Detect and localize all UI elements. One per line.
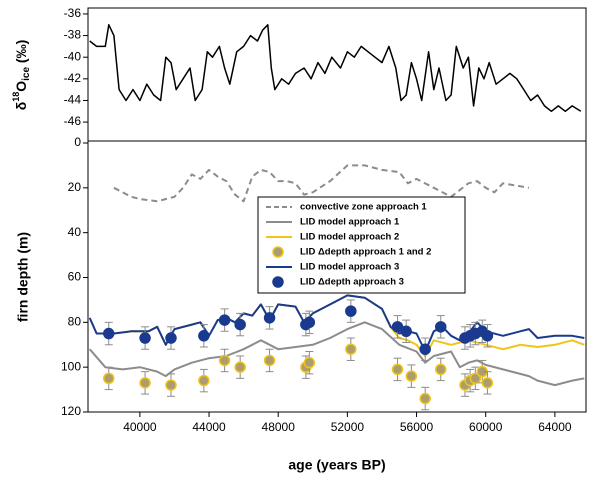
y-axis-label: δ18Oice (‰) (11, 40, 31, 111)
legend-label: LID model approach 2 (300, 232, 399, 243)
data-point (234, 361, 246, 373)
y-tick-label: -44 (64, 93, 82, 107)
data-point (198, 330, 210, 342)
data-point (198, 374, 210, 387)
y-tick-label: 80 (68, 315, 82, 329)
data-point (345, 343, 357, 355)
data-point (263, 354, 276, 367)
data-point (419, 392, 431, 405)
x-axis-label: age (years BP) (288, 457, 385, 473)
data-point (345, 305, 357, 317)
data-line (88, 294, 585, 353)
x-tick-label: 56000 (400, 420, 434, 434)
label-part: δ (13, 102, 29, 111)
data-point (405, 370, 418, 382)
data-point (218, 314, 231, 326)
data-point (303, 316, 316, 329)
y-tick-label: -40 (64, 49, 82, 63)
data-point (234, 318, 246, 331)
data-point (103, 372, 115, 385)
y-tick-label: -36 (64, 6, 82, 20)
data-line (113, 164, 530, 203)
data-point (469, 372, 482, 385)
legend-swatch (272, 276, 284, 288)
legend-box (257, 196, 466, 294)
x-tick-label: 48000 (262, 420, 296, 434)
data-point (435, 321, 447, 333)
y-tick-label: 40 (68, 225, 82, 239)
label-part: ice (21, 67, 32, 81)
legend-label: LID Δdepth approach 1 and 2 (300, 247, 431, 258)
data-point (391, 321, 404, 333)
y-tick-label: 0 (74, 135, 81, 149)
data-point (165, 379, 177, 391)
data-line (89, 24, 582, 113)
x-tick-label: 64000 (538, 420, 572, 434)
label-part: (‰) (13, 40, 29, 67)
label-part: 18 (11, 92, 21, 102)
x-tick-label: 60000 (469, 420, 503, 434)
y-tick-label: 120 (61, 404, 81, 418)
y-tick-label: -42 (64, 71, 82, 85)
data-line (88, 294, 585, 357)
data-point (435, 363, 447, 376)
plot-frame (87, 140, 587, 413)
y-tick-label: -38 (64, 28, 82, 42)
legend-label: convective zone approach 1 (300, 202, 427, 213)
x-tick-label: 52000 (331, 420, 365, 434)
data-point (103, 327, 115, 340)
y-tick-label: -46 (64, 114, 82, 128)
data-point (391, 363, 404, 376)
legend-label: LID Δdepth approach 3 (300, 277, 404, 288)
x-tick-label: 40000 (123, 420, 157, 434)
y-tick-label: 20 (68, 180, 82, 194)
x-tick-label: 44000 (192, 420, 226, 434)
y-tick-label: 60 (68, 270, 82, 284)
data-point (165, 332, 177, 344)
data-point (481, 377, 494, 389)
data-point (400, 325, 412, 338)
data-point (303, 356, 316, 369)
data-point (481, 330, 494, 342)
y-tick-label: 100 (61, 359, 81, 373)
data-line (88, 321, 585, 387)
legend-label: LID model approach 3 (300, 262, 399, 273)
y-axis-label: firn depth (m) (15, 232, 31, 322)
data-point (218, 354, 231, 367)
legend-label: LID model approach 1 (300, 217, 400, 228)
legend-swatch (272, 246, 284, 258)
data-point (263, 312, 276, 324)
label-part: O (13, 81, 29, 92)
legend: convective zone approach 1 LID model appr… (257, 196, 466, 294)
data-point (139, 332, 151, 344)
data-point (139, 377, 151, 389)
data-point (419, 343, 431, 355)
